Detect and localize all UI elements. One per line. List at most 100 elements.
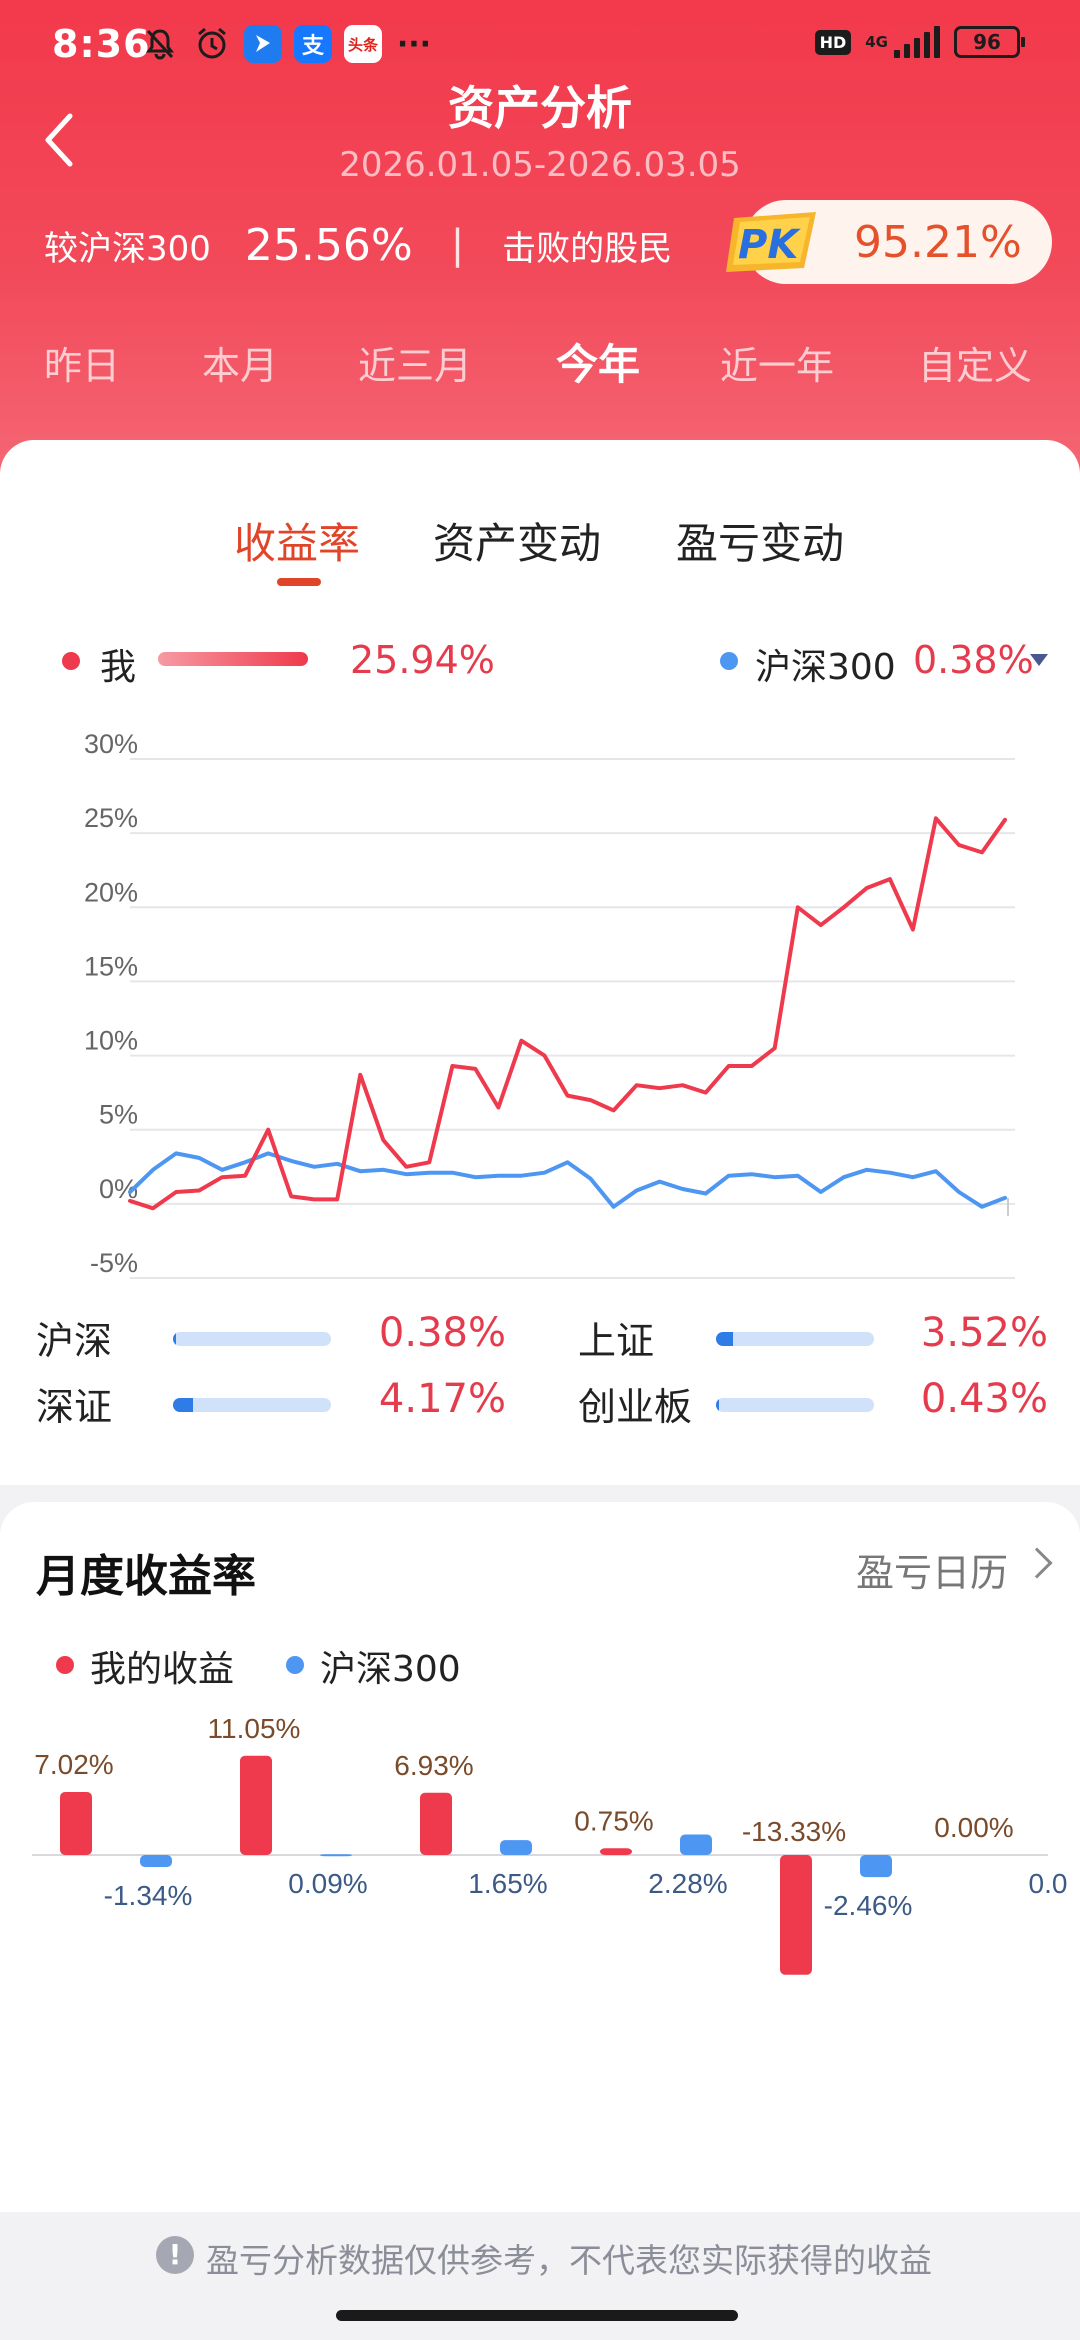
pk-label: PK xyxy=(738,222,801,268)
index-value: 3.52% xyxy=(920,1310,1048,1356)
index-item-sz: 深证 4.17% xyxy=(36,1376,536,1436)
index-return-label: 2.28% xyxy=(648,1868,727,1899)
status-system-icons: HD 4G 96 xyxy=(814,26,1025,58)
tab-this-month[interactable]: 本月 xyxy=(202,344,279,388)
index-select-caret-icon[interactable] xyxy=(1030,654,1048,666)
index-bar-fill xyxy=(716,1398,720,1412)
index-item-hs: 沪深 0.38% xyxy=(36,1310,536,1370)
monthly-bar-chart: 7.02% 11.05% 6.93% 0.75% -13.33% 0.00% -1.34% 0… xyxy=(32,1713,1068,1975)
index-legend-dot xyxy=(720,652,738,670)
my-return-label: -13.33% xyxy=(742,1816,846,1847)
monthly-legend: 我的收益 沪深300 xyxy=(0,1632,1080,1692)
index-return-bar xyxy=(860,1855,892,1878)
my-return-bar xyxy=(780,1855,812,1975)
my-return-label: 0.00% xyxy=(934,1812,1013,1843)
my-return-label: 11.05% xyxy=(208,1713,301,1744)
index-return-bar xyxy=(680,1834,712,1855)
y-tick-label: 25% xyxy=(84,803,138,833)
index-bar xyxy=(173,1332,331,1346)
me-legend-dot xyxy=(62,652,80,670)
return-line-chart: 30%25%20%15%10%5%0%-5%01-0503-05 xyxy=(84,729,1015,1279)
segment-tabs: 收益率 资产变动 盈亏变动 xyxy=(0,510,1080,590)
index-legend-dot xyxy=(286,1656,304,1674)
my-return-bar xyxy=(60,1791,92,1855)
index-return-bar xyxy=(140,1855,172,1868)
pk-pill[interactable]: PK 95.21% xyxy=(726,200,1052,284)
index-bar-fill xyxy=(716,1332,733,1346)
tab-yesterday[interactable]: 昨日 xyxy=(44,344,121,388)
app-notification-icon xyxy=(244,25,282,63)
network-type: 4G xyxy=(865,33,888,51)
y-tick-label: 5% xyxy=(99,1100,138,1130)
index-bar xyxy=(716,1398,874,1412)
me-legend-label: 我 xyxy=(100,647,137,688)
back-button[interactable] xyxy=(30,100,90,180)
tab-asset-change[interactable]: 资产变动 xyxy=(433,519,602,568)
index-value: 0.38% xyxy=(378,1310,506,1356)
bell-muted-icon xyxy=(140,24,180,64)
index-comparison: 沪深 0.38% 上证 3.52% 深证 4.17% 创业板 0.43% xyxy=(0,1310,1080,1450)
status-time: 8:36 xyxy=(52,22,151,66)
header: 8:36 支 头条 ··· HD 4G 96 资产分析 2026. xyxy=(0,0,1080,500)
index-return-label: 0.0 xyxy=(1029,1868,1068,1899)
tab-this-year[interactable]: 今年 xyxy=(556,340,641,389)
divider: | xyxy=(450,222,465,268)
disclaimer-bar: ! 盈亏分析数据仅供参考，不代表您实际获得的收益 xyxy=(0,2212,1080,2302)
hd-badge: HD xyxy=(814,29,852,55)
tab-three-months[interactable]: 近三月 xyxy=(358,344,473,388)
index-return-bar xyxy=(500,1840,532,1855)
monthly-title: 月度收益率 xyxy=(36,1551,256,1602)
index-return-label: -2.46% xyxy=(824,1890,913,1921)
defeat-label: 击败的股民 xyxy=(502,228,673,269)
index-bar-fill xyxy=(173,1332,177,1346)
y-tick-label: 30% xyxy=(84,729,138,759)
me-return-value: 25.94% xyxy=(350,638,495,682)
index-item-cyb: 创业板 0.43% xyxy=(578,1376,1078,1436)
date-range[interactable]: 2026.01.05-2026.03.05 xyxy=(339,145,741,185)
my-return-label: 6.93% xyxy=(394,1750,473,1781)
compare-label: 较沪深300 xyxy=(44,228,211,269)
compare-summary: 较沪深300 25.56% | 击败的股民 PK 95.21% xyxy=(44,200,1052,284)
active-tab-indicator xyxy=(277,578,321,586)
alipay-icon: 支 xyxy=(294,25,332,63)
y-tick-label: -5% xyxy=(90,1248,138,1278)
me-legend-swatch xyxy=(158,652,308,666)
my-return-label: 7.02% xyxy=(34,1749,113,1780)
home-indicator[interactable] xyxy=(336,2310,738,2321)
index-item-sh: 上证 3.52% xyxy=(578,1310,1078,1370)
my-return-legend-dot xyxy=(56,1656,74,1674)
chevron-left-icon xyxy=(45,113,73,167)
tab-pnl-change[interactable]: 盈亏变动 xyxy=(676,519,845,568)
index-name: 深证 xyxy=(36,1385,113,1429)
pnl-calendar-link[interactable]: 盈亏日历 xyxy=(855,1551,1008,1595)
index-return-value[interactable]: 0.38% xyxy=(913,638,1034,682)
my-return-bar xyxy=(240,1755,272,1855)
return-card: 收益率 资产变动 盈亏变动 我 25.94% 沪深300 0.38% 30% 25… xyxy=(0,440,1080,1485)
index-legend-label[interactable]: 沪深300 xyxy=(755,647,896,688)
alarm-clock-icon xyxy=(192,24,232,64)
index-bar xyxy=(173,1398,331,1412)
defeat-value: 95.21% xyxy=(854,216,1022,268)
my-return-bar xyxy=(600,1848,632,1855)
y-tick-label: 15% xyxy=(84,951,138,981)
index-return-label: 0.09% xyxy=(288,1868,367,1899)
compare-value: 25.56% xyxy=(244,219,413,271)
my-return-bar xyxy=(420,1792,452,1855)
index-name: 创业板 xyxy=(578,1385,693,1429)
my-return-label: 0.75% xyxy=(574,1805,653,1836)
monthly-return-card: 月度收益率 盈亏日历 我的收益 沪深300 7.02% 11.05% 6.93% 0.… xyxy=(0,1502,1080,2222)
status-notification-icons: 支 头条 ··· xyxy=(140,24,434,64)
page-title: 资产分析 xyxy=(448,81,632,135)
index-return-label: -1.34% xyxy=(104,1880,193,1911)
index-legend-label: 沪深300 xyxy=(320,1649,461,1690)
status-bar: 8:36 支 头条 ··· HD 4G 96 xyxy=(0,0,1080,95)
series-line-me xyxy=(128,816,1007,1211)
series-line-index xyxy=(128,1151,1007,1209)
tab-custom[interactable]: 自定义 xyxy=(918,344,1033,388)
signal-icon xyxy=(894,26,940,58)
toutiao-icon: 头条 xyxy=(344,25,382,63)
tab-one-year[interactable]: 近一年 xyxy=(720,344,835,388)
tab-return-rate[interactable]: 收益率 xyxy=(234,519,361,568)
index-name: 沪深 xyxy=(36,1319,113,1363)
y-tick-label: 20% xyxy=(84,877,138,907)
